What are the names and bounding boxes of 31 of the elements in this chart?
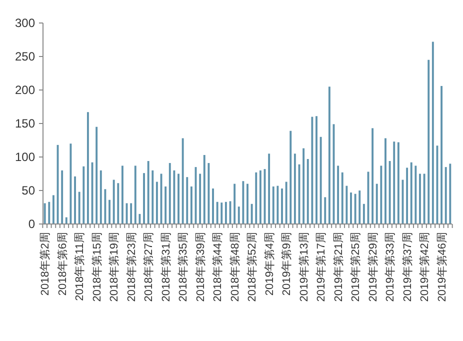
x-tick-label: 2019年第46周	[436, 232, 448, 302]
x-tick-label: 2018年第44周	[212, 232, 224, 302]
x-tick-label: 2018年第35周	[178, 232, 190, 302]
x-tick-label: 2018年第39周	[194, 232, 207, 302]
y-tick-label: 0	[28, 217, 36, 232]
x-tick-label: 2018年第11周	[74, 232, 86, 301]
x-tick-label: 2018年第6周	[56, 232, 69, 296]
x-tick-label: 2019年第29周	[367, 232, 380, 302]
x-tick-label: 2018年第31周	[160, 232, 172, 302]
x-tick-label: 2018年第48周	[229, 232, 242, 302]
y-tick-label: 250	[14, 50, 36, 64]
x-tick-label: 2019年第37周	[402, 232, 414, 302]
x-tick-label: 2019年第4周	[264, 232, 276, 296]
y-tick-label: 300	[14, 16, 36, 30]
x-tick-label: 2019年第17周	[316, 232, 328, 302]
x-tick-label: 2018年第52周	[246, 232, 259, 302]
x-tick-label: 2019年第9周	[281, 232, 294, 296]
x-tick-label: 2019年第21周	[332, 232, 345, 302]
x-tick-label: 2018年第2周	[40, 232, 52, 296]
x-tick-label: 2019年第42周	[419, 232, 432, 302]
y-tick-label: 200	[14, 83, 36, 98]
x-tick-label: 2018年第19周	[108, 232, 121, 302]
y-tick-label: 150	[14, 116, 36, 131]
x-tick-label: 2019年第13周	[298, 232, 310, 302]
x-tick-label: 2018年第27周	[143, 232, 156, 302]
y-tick-label: 100	[14, 150, 36, 164]
x-tick-label: 2018年第15周	[91, 232, 104, 302]
y-tick-label: 50	[22, 184, 36, 198]
x-tick-label: 2019年第25周	[350, 232, 362, 302]
x-tick-label: 2019年第33周	[384, 232, 397, 302]
x-tick-label: 2018年第23周	[126, 232, 138, 302]
